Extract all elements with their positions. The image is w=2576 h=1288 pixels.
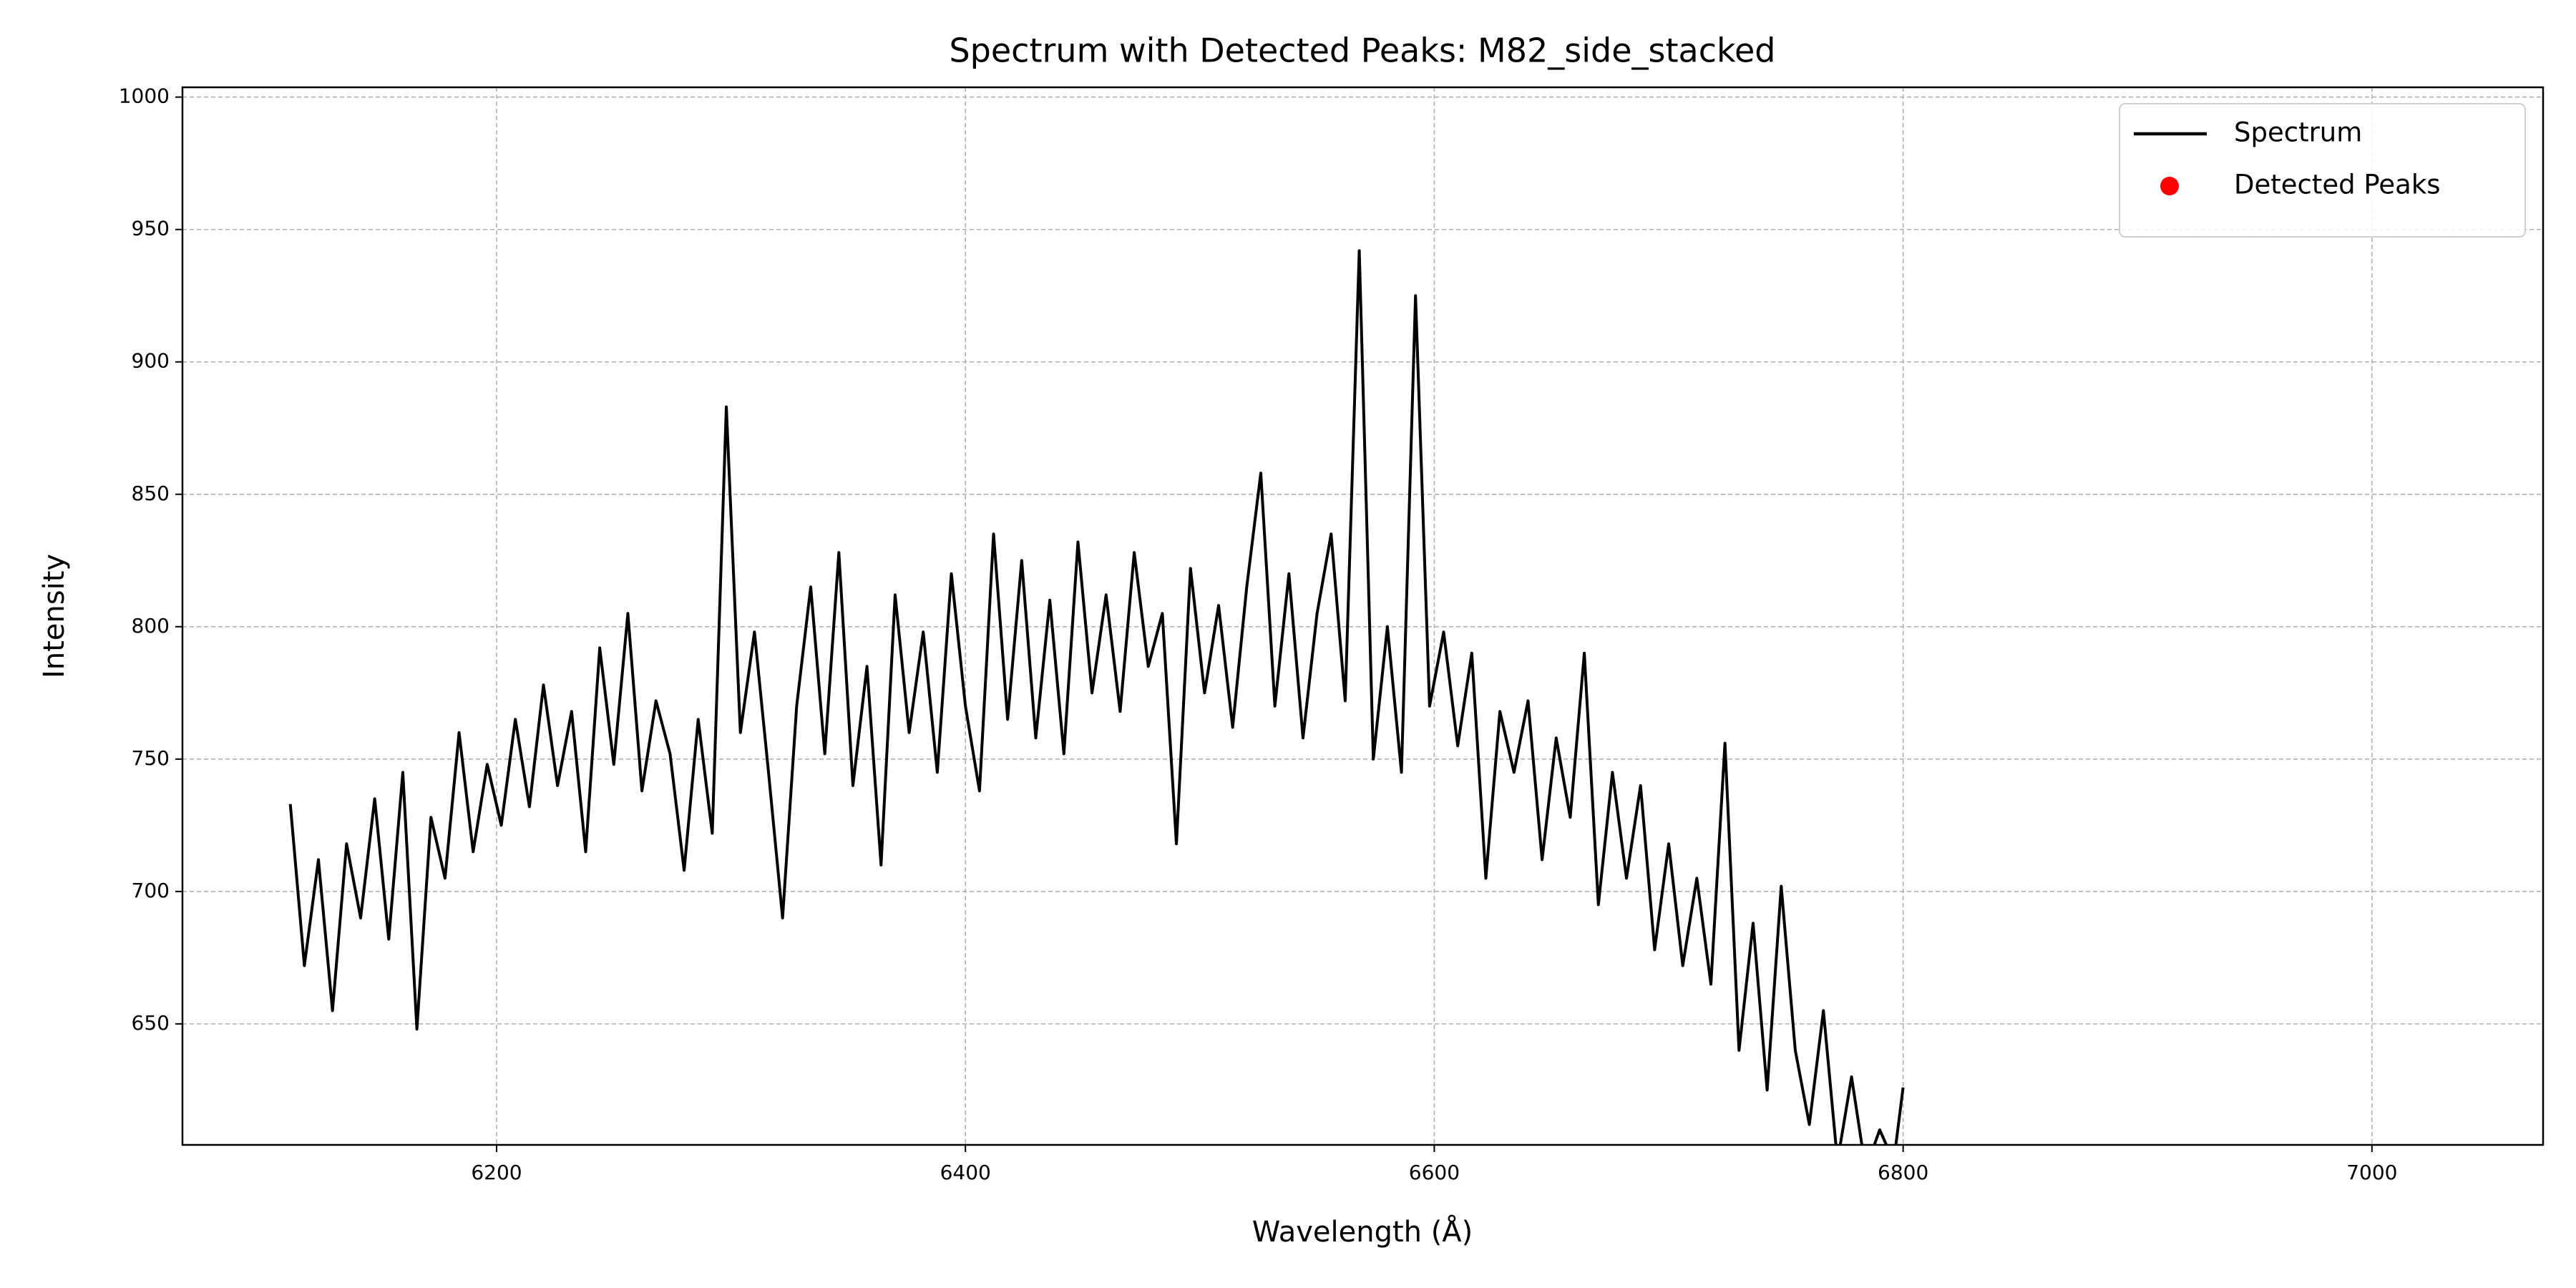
- grid: [182, 87, 2543, 1145]
- y-tick-label: 800: [132, 614, 170, 638]
- x-tick-label: 6400: [940, 1161, 991, 1184]
- x-tick-label: 7000: [2346, 1161, 2397, 1184]
- x-tick-label: 6600: [1409, 1161, 1460, 1184]
- spectrum-line: [288, 249, 1905, 1145]
- legend-marker: [2160, 177, 2179, 195]
- x-tick-label: 6800: [1878, 1161, 1928, 1184]
- legend-label: Detected Peaks: [2234, 170, 2441, 200]
- axes-frame: [181, 86, 2545, 1146]
- y-axis-label: Intensity: [38, 554, 71, 678]
- y-tick-label: 650: [132, 1011, 170, 1035]
- legend-box: [2119, 103, 2526, 238]
- x-axis-label: Wavelength (Å): [1252, 1214, 1473, 1249]
- y-tick-label: 700: [132, 879, 170, 902]
- legend-label: Spectrum: [2234, 117, 2362, 148]
- y-tick-label: 900: [132, 349, 170, 373]
- x-tick-label: 6200: [471, 1161, 522, 1184]
- y-tick-label: 950: [132, 217, 170, 240]
- y-tick-label: 1000: [119, 84, 170, 108]
- legend: Spectrum Detected Peaks: [2119, 103, 2526, 238]
- y-tick-label: 750: [132, 746, 170, 770]
- chart-title: Spectrum with Detected Peaks: M82_side_s…: [949, 31, 1775, 70]
- y-tick-label: 850: [132, 482, 170, 505]
- plot-area: [288, 249, 1905, 1145]
